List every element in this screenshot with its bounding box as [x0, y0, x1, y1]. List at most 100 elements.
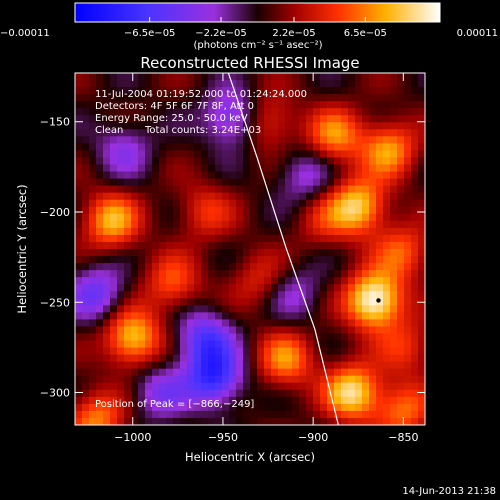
- heatmap-cell: [194, 347, 202, 356]
- heatmap-cell: [306, 164, 314, 173]
- heatmap-cell: [187, 403, 195, 412]
- heatmap-cell: [418, 347, 425, 356]
- heatmap-cell: [397, 298, 405, 306]
- heatmap-cell: [299, 206, 307, 215]
- heatmap-cell: [313, 80, 321, 88]
- heatmap-cell: [299, 319, 307, 328]
- heatmap-cell: [376, 333, 384, 342]
- heatmap-cell: [173, 305, 181, 313]
- heatmap-cell: [96, 108, 104, 116]
- heatmap-cell: [152, 389, 160, 398]
- heatmap-cell: [341, 101, 349, 109]
- heatmap-cell: [278, 185, 286, 194]
- heatmap-cell: [145, 206, 153, 215]
- heatmap-cell: [187, 277, 195, 285]
- heatmap-cell: [362, 298, 370, 306]
- heatmap-cell: [404, 326, 412, 335]
- heatmap-cell: [222, 129, 230, 137]
- heatmap-cell: [215, 157, 223, 166]
- heatmap-cell: [411, 73, 419, 81]
- heatmap-cell: [397, 80, 405, 88]
- heatmap-cell: [362, 192, 370, 201]
- heatmap-cell: [390, 199, 398, 208]
- heatmap-cell: [152, 171, 160, 180]
- heatmap-cell: [299, 326, 307, 335]
- heatmap-cell: [418, 396, 425, 405]
- heatmap-cell: [187, 115, 195, 123]
- heatmap-cell: [89, 305, 97, 313]
- heatmap-cell: [341, 347, 349, 356]
- heatmap-cell: [82, 389, 90, 398]
- heatmap-cell: [341, 305, 349, 313]
- heatmap-cell: [320, 241, 328, 250]
- heatmap-cell: [278, 150, 286, 159]
- heatmap-cell: [138, 256, 146, 264]
- heatmap-cell: [110, 417, 118, 425]
- heatmap-cell: [138, 115, 146, 123]
- heatmap-cell: [313, 101, 321, 109]
- heatmap-cell: [208, 396, 216, 405]
- heatmap-cell: [236, 136, 244, 144]
- heatmap-cell: [180, 270, 188, 278]
- heatmap-cell: [229, 305, 237, 313]
- heatmap-cell: [145, 199, 153, 208]
- heatmap-cell: [82, 305, 90, 313]
- heatmap-cell: [194, 80, 202, 88]
- heatmap-cell: [243, 227, 251, 236]
- heatmap-cell: [292, 115, 300, 123]
- heatmap-cell: [124, 108, 132, 116]
- heatmap-cell: [103, 410, 111, 419]
- heatmap-cell: [306, 284, 314, 292]
- heatmap-cell: [271, 284, 279, 292]
- heatmap-cell: [96, 256, 104, 264]
- heatmap-cell: [124, 270, 132, 278]
- heatmap-cell: [271, 164, 279, 173]
- heatmap-cell: [215, 101, 223, 109]
- heatmap-cell: [278, 270, 286, 278]
- heatmap-cell: [327, 291, 335, 299]
- heatmap-cell: [285, 326, 293, 335]
- heatmap-cell: [257, 115, 265, 123]
- heatmap-cell: [397, 375, 405, 384]
- heatmap-cell: [103, 375, 111, 384]
- heatmap-cell: [341, 326, 349, 335]
- heatmap-cell: [313, 143, 321, 152]
- heatmap-cell: [166, 241, 174, 250]
- heatmap-cell: [404, 150, 412, 159]
- heatmap-cell: [180, 340, 188, 349]
- heatmap-cell: [236, 199, 244, 208]
- heatmap-cell: [278, 410, 286, 419]
- heatmap-cell: [208, 213, 216, 222]
- heatmap-cell: [96, 178, 104, 187]
- heatmap-cell: [96, 354, 104, 363]
- heatmap-cell: [250, 101, 258, 109]
- heatmap-cell: [96, 361, 104, 370]
- heatmap-cell: [250, 326, 258, 335]
- heatmap-cell: [369, 108, 377, 116]
- heatmap-cell: [264, 192, 272, 201]
- heatmap-cell: [320, 206, 328, 215]
- heatmap-cell: [138, 178, 146, 187]
- heatmap-cell: [376, 80, 384, 88]
- heatmap-cell: [208, 101, 216, 109]
- heatmap-cell: [208, 368, 216, 377]
- heatmap-cell: [299, 368, 307, 377]
- heatmap-cell: [103, 185, 111, 194]
- heatmap-cell: [215, 164, 223, 173]
- heatmap-cell: [278, 375, 286, 384]
- heatmap-cell: [236, 298, 244, 306]
- heatmap-cell: [404, 403, 412, 412]
- heatmap-cell: [75, 129, 83, 137]
- heatmap-cell: [236, 263, 244, 271]
- heatmap-cell: [152, 263, 160, 271]
- heatmap-cell: [89, 150, 97, 159]
- heatmap-cell: [334, 347, 342, 356]
- heatmap-cell: [131, 122, 139, 130]
- heatmap-cell: [418, 319, 425, 328]
- heatmap-cell: [201, 403, 209, 412]
- heatmap-cell: [159, 220, 167, 229]
- heatmap-cell: [145, 241, 153, 250]
- heatmap-cell: [341, 361, 349, 370]
- heatmap-cell: [201, 178, 209, 187]
- heatmap-cell: [187, 326, 195, 335]
